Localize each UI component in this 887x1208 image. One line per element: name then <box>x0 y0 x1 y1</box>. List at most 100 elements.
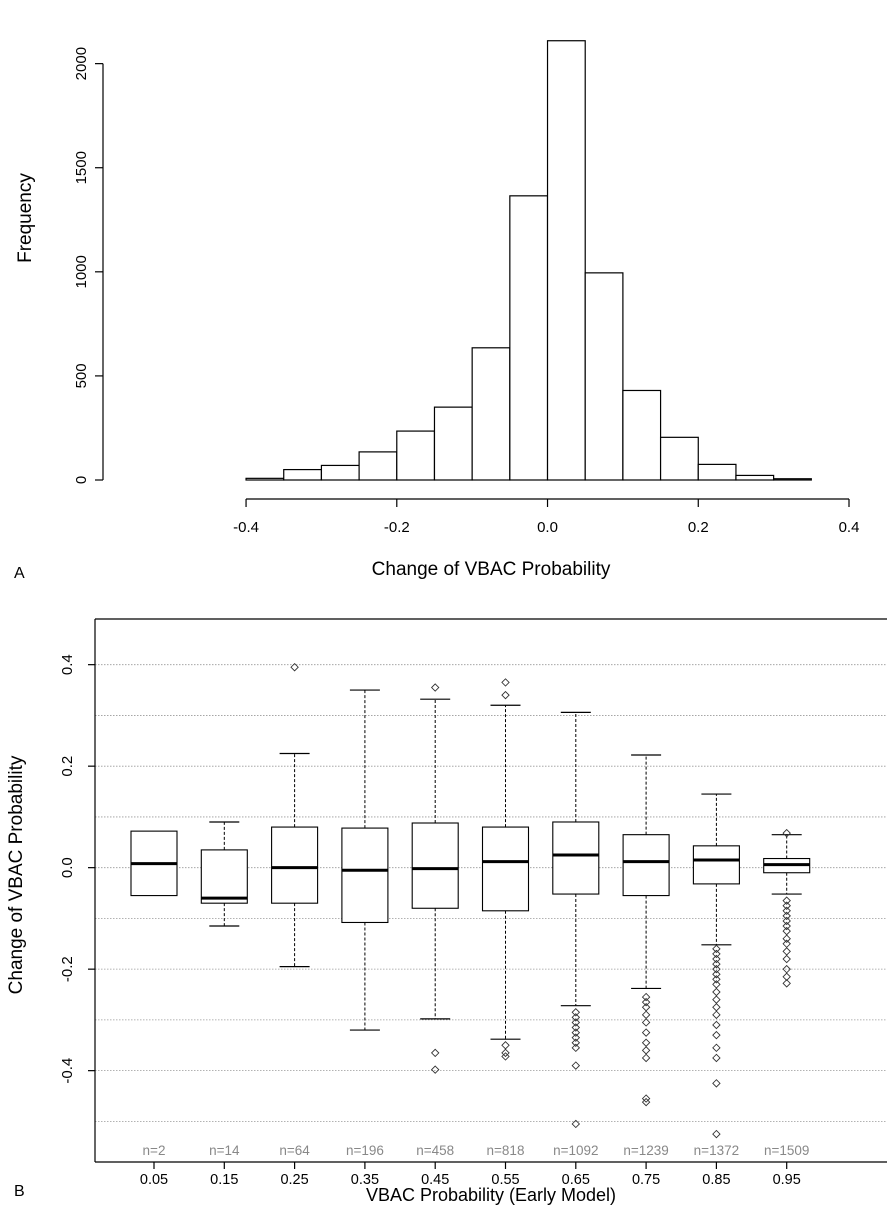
outlier-point <box>641 992 651 1002</box>
outlier-point <box>501 1041 510 1050</box>
y-axis-title: Frequency <box>15 173 36 263</box>
y-tick-label: 0 <box>73 476 90 484</box>
outlier-point <box>430 683 440 692</box>
y-tick-label: -0.2 <box>59 956 76 982</box>
outlier-point <box>501 1052 510 1061</box>
x-tick-label: -0.2 <box>384 519 410 536</box>
outlier-point <box>641 997 651 1007</box>
count-label: n=1509 <box>764 1143 809 1158</box>
histogram-bar <box>433 406 473 481</box>
outlier-point <box>641 1028 651 1037</box>
histogram-bar <box>773 478 812 481</box>
outlier-point <box>571 1043 581 1053</box>
box-iqr <box>481 826 530 912</box>
outlier-point <box>641 1002 651 1012</box>
x-tick-label: 0.25 <box>280 1172 308 1188</box>
outlier-point <box>290 662 299 672</box>
outlier-point <box>782 916 791 926</box>
y-tick-label: 500 <box>73 363 90 388</box>
outlier-point <box>712 954 721 964</box>
outlier-point <box>712 987 721 997</box>
outlier-point <box>641 1094 651 1103</box>
count-label: n=1092 <box>553 1143 598 1158</box>
outlier-point <box>712 1030 721 1040</box>
outlier-point <box>782 926 791 936</box>
x-tick-label: 0.4 <box>839 519 860 536</box>
y-axis-title: Change of VBAC Probability <box>6 755 27 994</box>
count-label: n=1239 <box>623 1143 668 1158</box>
count-label: n=14 <box>209 1143 240 1158</box>
x-axis-title: Change of VBAC Probability <box>372 559 611 580</box>
histogram-bar <box>245 477 285 481</box>
outlier-point <box>501 1048 510 1058</box>
panel-label-a: A <box>14 565 25 582</box>
outlier-point <box>641 1018 651 1027</box>
outlier-point <box>571 1038 581 1047</box>
x-tick-label: 0.35 <box>351 1172 379 1188</box>
outlier-point <box>782 954 791 964</box>
x-tick-label: 0.2 <box>688 519 709 536</box>
outlier-point <box>641 1046 651 1055</box>
histogram-bar <box>697 463 737 481</box>
histogram-bar <box>471 347 511 481</box>
histogram-bar <box>396 430 436 481</box>
count-label: n=196 <box>346 1143 384 1158</box>
outlier-point <box>712 1079 721 1088</box>
outlier-point <box>641 1097 651 1107</box>
histogram-bar <box>659 436 699 481</box>
outlier-point <box>782 906 791 916</box>
outlier-point <box>571 1013 581 1022</box>
histogram-bar <box>622 389 662 481</box>
outlier-point <box>430 1048 440 1058</box>
outlier-point <box>571 1061 581 1070</box>
outlier-point <box>501 678 510 687</box>
x-tick-label: 0.75 <box>632 1172 660 1188</box>
histogram-bar <box>546 40 586 481</box>
outlier-point <box>782 934 791 943</box>
outlier-point <box>712 959 721 969</box>
outlier-point <box>782 828 791 838</box>
outlier-point <box>712 980 721 989</box>
outlier-point <box>571 1023 581 1032</box>
count-label: n=458 <box>416 1143 454 1158</box>
outlier-point <box>712 969 721 979</box>
x-tick-label: 0.85 <box>702 1172 730 1188</box>
outlier-point <box>430 1065 440 1074</box>
outlier-point <box>712 995 721 1004</box>
x-tick-label: 0.55 <box>491 1172 519 1188</box>
outlier-point <box>712 1129 721 1139</box>
y-tick-label: 0.0 <box>59 857 76 878</box>
y-tick-label: 0.4 <box>59 654 76 675</box>
box-iqr <box>341 827 389 924</box>
box-iqr <box>200 849 248 904</box>
y-tick-label: 1500 <box>73 151 90 184</box>
outlier-point <box>782 947 791 956</box>
outlier-point <box>782 911 791 921</box>
x-tick-label: -0.4 <box>233 519 259 536</box>
histogram-bar <box>283 468 323 481</box>
x-tick-label: 0.0 <box>537 519 558 536</box>
box-iqr <box>271 826 319 904</box>
outlier-point <box>571 1119 581 1129</box>
outlier-point <box>501 690 510 700</box>
outlier-point <box>712 944 721 954</box>
outlier-point <box>641 1010 651 1020</box>
histogram-bar <box>735 474 775 481</box>
outlier-point <box>712 949 721 959</box>
count-label: n=1372 <box>694 1143 739 1158</box>
x-tick-label: 0.05 <box>140 1172 168 1188</box>
outlier-point <box>782 901 791 910</box>
histogram-panel-a: -0.4 -0.2 0.0 0.2 0.4 0 500 1000 1500 2000 Change … <box>15 40 860 580</box>
histogram-bar <box>509 195 549 481</box>
boxplot-panel-b: n=2 0.05 n=14 0.15 n=64 0.25 n=196 0.35 n=458 0.4… <box>6 618 887 1205</box>
outlier-point <box>571 1028 581 1037</box>
x-tick-label: 0.95 <box>773 1172 801 1188</box>
x-tick-label: 0.65 <box>562 1172 590 1188</box>
outlier-point <box>782 921 791 931</box>
y-tick-label: -0.4 <box>59 1058 76 1084</box>
box-iqr <box>622 834 670 897</box>
x-tick-label: 0.45 <box>421 1172 449 1188</box>
histogram-bar <box>320 464 360 481</box>
count-label: n=2 <box>143 1143 166 1158</box>
